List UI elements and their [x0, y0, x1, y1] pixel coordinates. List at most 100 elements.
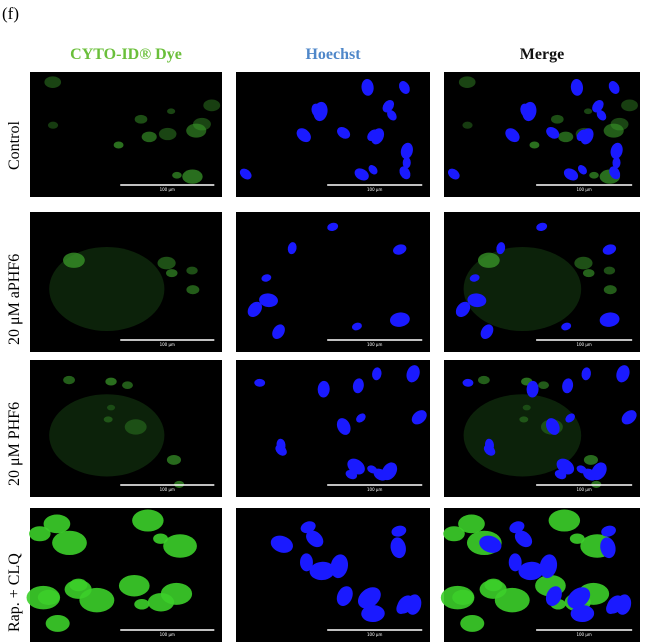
green-signal	[522, 404, 531, 411]
green-signal	[574, 256, 593, 270]
nucleus	[455, 301, 471, 318]
nucleus	[462, 378, 474, 387]
scale-bar-label: 100 μm	[576, 187, 591, 192]
scale-bar-label: 100 μm	[367, 487, 382, 492]
diffuse-signal	[463, 394, 582, 477]
green-signal	[105, 377, 117, 386]
nucleus	[518, 561, 544, 581]
nucleus	[382, 99, 395, 113]
green-signal	[153, 533, 168, 544]
green-signal	[103, 416, 113, 423]
row-label: 20 μM PHF6	[6, 401, 23, 486]
nucleus	[596, 109, 607, 121]
nucleus	[368, 165, 378, 175]
nucleus	[591, 462, 607, 481]
nucleus	[612, 157, 621, 169]
green-signal	[186, 123, 207, 138]
micrograph	[236, 360, 430, 497]
nucleus	[371, 128, 385, 145]
green-signal	[582, 269, 595, 278]
green-signal	[64, 579, 92, 599]
green-signal	[610, 117, 629, 131]
nucleus	[539, 554, 558, 579]
green-signal	[186, 285, 200, 295]
nucleus	[254, 378, 266, 387]
nucleus	[389, 312, 410, 327]
nucleus	[311, 103, 322, 118]
nucleus	[345, 470, 358, 480]
nucleus	[387, 109, 397, 121]
diffuse-signal	[49, 247, 165, 331]
green-signal	[132, 509, 164, 532]
green-signal	[63, 252, 85, 268]
nucleus	[536, 222, 548, 231]
nucleus	[570, 78, 584, 96]
nucleus	[396, 599, 409, 614]
nucleus	[239, 168, 252, 180]
nucleus	[520, 103, 531, 118]
nucleus	[361, 605, 385, 623]
green-signal	[186, 266, 198, 275]
green-signal	[47, 121, 59, 129]
row-label: Control	[6, 121, 23, 170]
nucleus	[327, 222, 339, 231]
green-signal	[113, 141, 124, 149]
nucleus	[484, 438, 494, 452]
green-signal	[589, 171, 599, 179]
nucleus	[367, 465, 378, 474]
diffuse-signal	[463, 247, 582, 331]
green-signal	[167, 108, 176, 115]
green-signal	[603, 123, 624, 138]
green-signal	[603, 285, 617, 295]
nucleus	[247, 301, 262, 318]
nucleus	[272, 324, 285, 339]
nucleus	[561, 322, 572, 331]
nucleus	[554, 470, 567, 480]
scale-bar-label: 100 μm	[367, 632, 382, 637]
nucleus	[496, 242, 506, 255]
nucleus	[330, 554, 349, 579]
row-label: Rap. + CLQ	[6, 553, 23, 632]
nucleus	[546, 127, 560, 139]
nucleus	[399, 81, 410, 94]
green-signal	[45, 615, 70, 632]
green-signal	[529, 141, 540, 149]
nucleus	[600, 537, 616, 559]
nucleus	[399, 166, 411, 180]
green-signal	[163, 534, 197, 558]
nucleus	[309, 561, 335, 581]
green-signal	[458, 76, 476, 88]
nucleus	[306, 530, 324, 548]
nucleus	[565, 413, 575, 423]
nucleus	[287, 242, 297, 255]
scale-bar-label: 100 μm	[367, 342, 382, 347]
green-signal	[558, 131, 574, 143]
nucleus	[300, 521, 316, 534]
green-signal	[118, 574, 150, 597]
green-signal	[462, 121, 473, 129]
row-label: 20 μM aPHF6	[6, 253, 23, 345]
scale-bar-label: 100 μm	[576, 632, 591, 637]
nucleus	[317, 380, 330, 398]
nucleus	[361, 78, 374, 96]
nucleus	[276, 438, 286, 452]
green-signal	[519, 416, 529, 423]
scale-bar-label: 100 μm	[160, 342, 175, 347]
nucleus	[580, 128, 594, 145]
green-signal	[551, 114, 564, 124]
nucleus	[336, 586, 353, 606]
nucleus	[576, 465, 587, 474]
nucleus	[357, 587, 381, 609]
green-signal	[158, 127, 177, 141]
green-signal	[124, 419, 147, 435]
green-signal	[52, 530, 87, 556]
green-signal	[477, 375, 490, 385]
green-signal	[134, 598, 150, 610]
nucleus	[400, 142, 413, 159]
nucleus	[601, 525, 616, 537]
nucleus	[514, 530, 533, 548]
nucleus	[352, 378, 364, 394]
nucleus	[479, 535, 502, 553]
green-signal	[477, 252, 500, 268]
